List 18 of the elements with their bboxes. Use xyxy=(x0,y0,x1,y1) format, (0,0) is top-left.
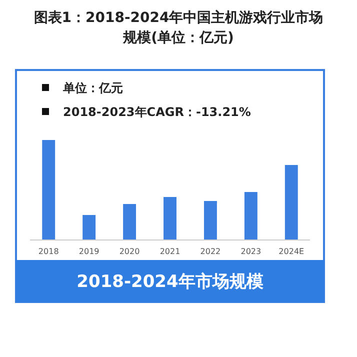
x-tick-label: 2018 xyxy=(38,247,59,256)
x-tick-label: 2020 xyxy=(119,247,140,256)
bar xyxy=(164,197,176,240)
chart-title: 图表1：2018-2024年中国主机游戏行业市场规模(单位：亿元) xyxy=(34,9,324,46)
bar xyxy=(204,201,217,240)
x-tick-label: 2023 xyxy=(240,247,262,256)
bar xyxy=(123,204,136,240)
bar xyxy=(284,165,298,240)
x-tick-label: 2021 xyxy=(160,247,180,256)
bar xyxy=(82,215,96,240)
x-tick-label: 2022 xyxy=(200,247,221,256)
x-tick-label: 2024E xyxy=(278,247,304,256)
text: 2018-2023年CAGR：-13.21% xyxy=(63,105,251,119)
bar xyxy=(42,140,56,240)
bar xyxy=(244,192,258,240)
text: 单位：亿元 xyxy=(62,81,123,95)
x-axis-title: 2018-2024年市场规模 xyxy=(76,272,264,292)
x-tick-label: 2019 xyxy=(78,247,100,256)
